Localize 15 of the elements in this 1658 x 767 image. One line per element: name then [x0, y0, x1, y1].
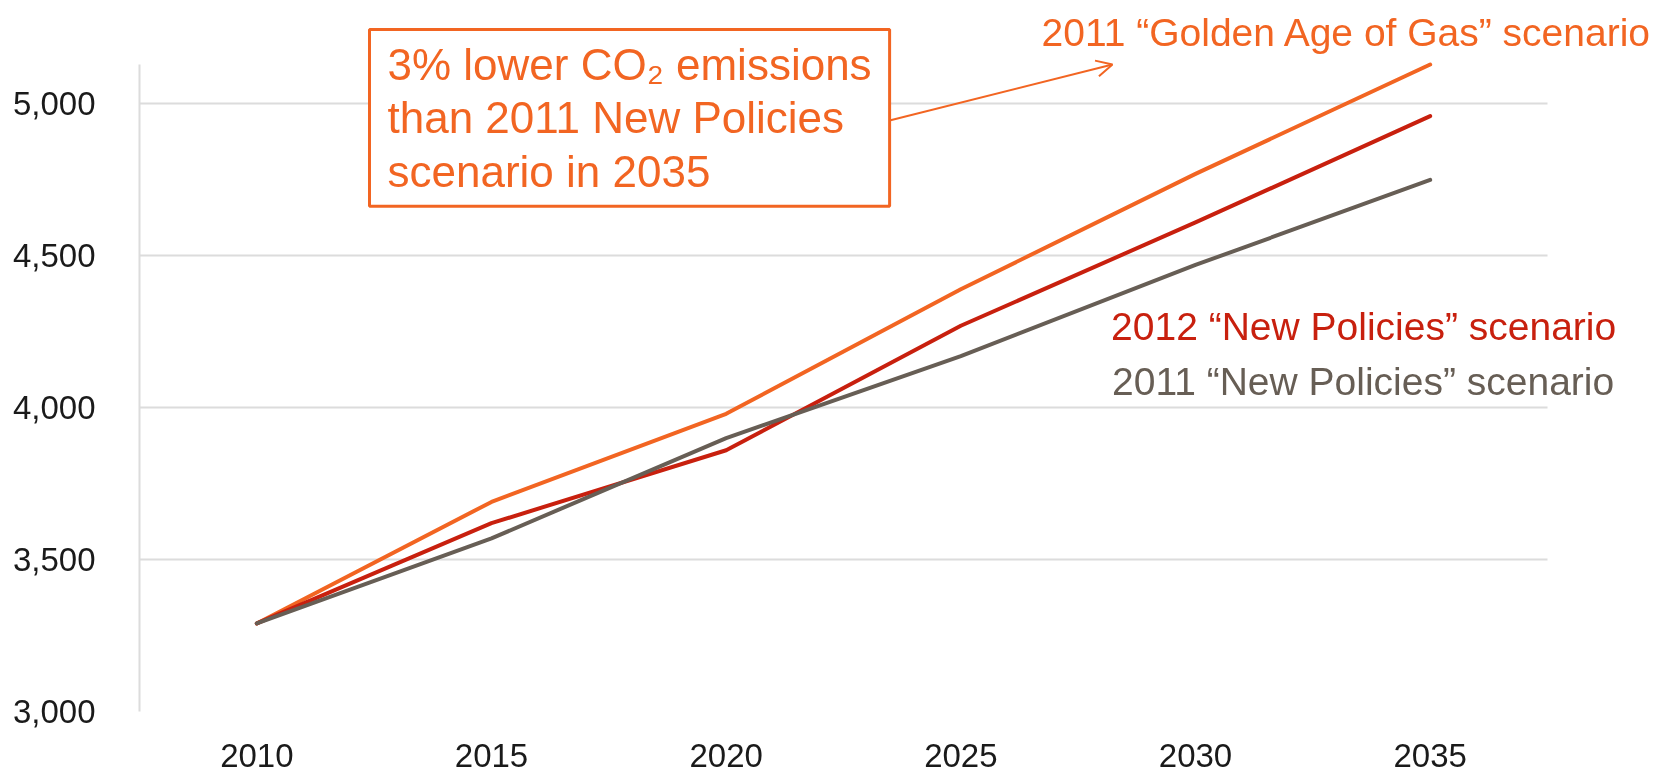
series-label: 2011 “New Policies” scenario [1112, 360, 1615, 404]
y-tick-label: 4,500 [12, 237, 96, 275]
x-tick-label: 2025 [924, 736, 998, 767]
y-tick-label: 5,000 [12, 85, 96, 123]
y-tick-label: 3,000 [12, 693, 96, 730]
x-tick-label: 2030 [1158, 736, 1233, 767]
y-tick-label: 3,500 [12, 541, 96, 579]
series-label: 2011 “Golden Age of Gas” scenario [1041, 11, 1651, 54]
x-tick-label: 2020 [689, 736, 763, 767]
x-tick-label: 2015 [454, 736, 529, 767]
annotation: 3% lower CO₂ emissions than 2011 New Policies scenario in 2035 [387, 39, 872, 197]
y-tick-label: 4,000 [12, 389, 96, 427]
x-tick-label: 2010 [220, 736, 294, 767]
x-tick-label: 2035 [1393, 736, 1467, 767]
series-label: 2012 “New Policies” scenario [1111, 304, 1617, 348]
